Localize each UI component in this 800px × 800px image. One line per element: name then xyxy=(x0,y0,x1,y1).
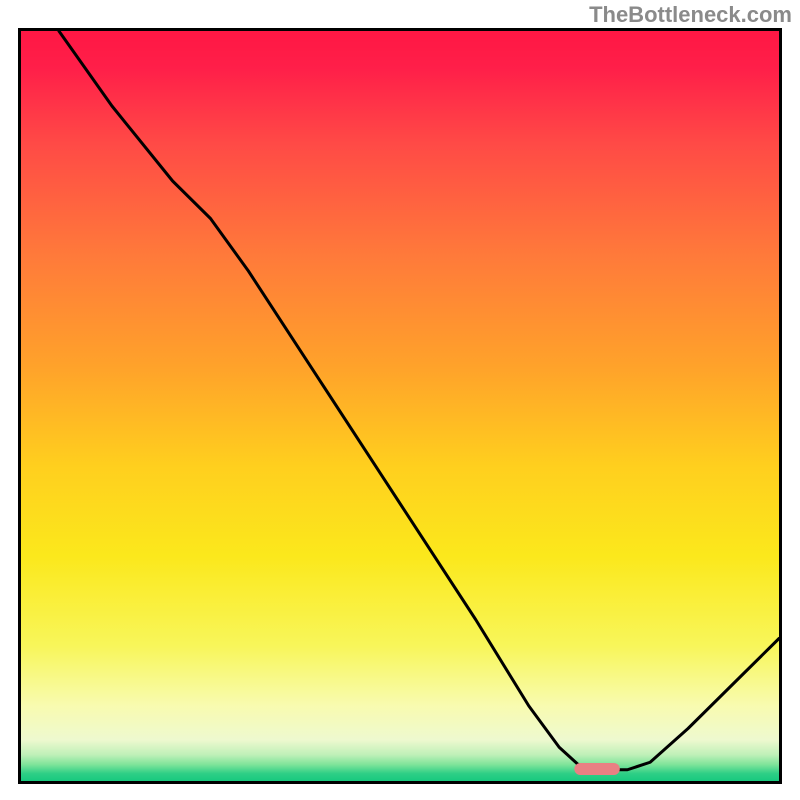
gradient-background xyxy=(21,31,779,781)
watermark-text: TheBottleneck.com xyxy=(589,2,792,28)
image-root: TheBottleneck.com xyxy=(0,0,800,800)
chart-svg xyxy=(18,28,782,784)
plot-area xyxy=(18,28,782,784)
optimal-marker xyxy=(574,763,619,775)
